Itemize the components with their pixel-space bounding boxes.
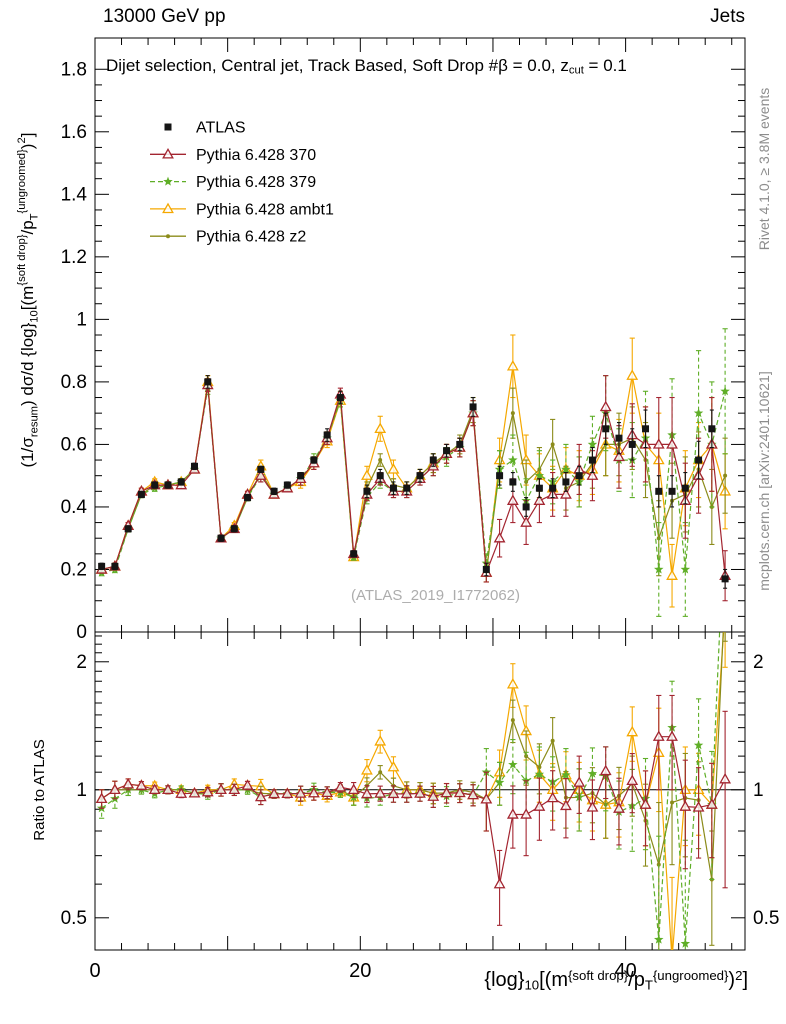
ylabel-sup: {ungroomed} <box>16 149 28 214</box>
ylabel-sub: 10 <box>28 310 41 323</box>
legend-item-1: Pythia 6.428 370 <box>150 147 316 164</box>
ylabel-part: (1/σ <box>18 437 37 468</box>
header-beam-energy: 13000 GeV pp <box>103 6 226 27</box>
ylabel-sup: {soft drop} <box>16 234 28 286</box>
svg-text:0: 0 <box>89 960 100 982</box>
legend-item-4: Pythia 6.428 z2 <box>150 229 306 246</box>
legend: ATLAS Pythia 6.428 370 Pythia 6.428 379 Pyt… <box>150 120 334 246</box>
svg-text:1: 1 <box>753 780 764 801</box>
ylabel-sub: T <box>28 213 41 221</box>
ylabel-part: ) <box>18 143 37 150</box>
ylabel-part: ] <box>18 132 37 138</box>
svg-text:20: 20 <box>349 960 371 982</box>
svg-text:0.6: 0.6 <box>61 434 87 455</box>
axes <box>94 37 746 951</box>
svg-text:1.6: 1.6 <box>61 122 87 143</box>
svg-text:1.2: 1.2 <box>61 247 87 268</box>
xlabel-sub: 10 <box>524 977 540 993</box>
svg-text:Pythia 6.428 370: Pythia 6.428 370 <box>196 147 316 164</box>
xlabel-sup: 2 <box>735 968 743 983</box>
xlabel-part: [(m <box>539 969 569 991</box>
svg-text:Pythia 6.428 ambt1: Pythia 6.428 ambt1 <box>196 201 334 218</box>
ratio-pythia-6-428-370 <box>95 694 732 926</box>
panel-title: Dijet selection, Central jet, Track Base… <box>106 56 627 77</box>
series-pythia-6-428-370 <box>95 375 732 602</box>
legend-item-2: Pythia 6.428 379 <box>150 174 316 191</box>
svg-text:0.4: 0.4 <box>61 497 88 518</box>
xlabel-sup: {ungroomed} <box>652 968 729 983</box>
xlabel-sup: {soft drop} <box>568 968 629 983</box>
svg-text:0.5: 0.5 <box>61 908 87 929</box>
svg-text:1.4: 1.4 <box>61 184 88 205</box>
svg-text:2: 2 <box>753 652 764 673</box>
svg-text:1: 1 <box>76 780 87 801</box>
xlabel-part: ) <box>728 969 736 991</box>
x-axis-label: {log}10[(m{soft drop}/pT{ungroomed})2] <box>295 968 748 992</box>
ratio-pythia-6-428-z2 <box>99 632 728 950</box>
svg-text:1.8: 1.8 <box>61 59 87 80</box>
header-analysis-group: Jets <box>710 6 745 27</box>
svg-text:Pythia 6.428 379: Pythia 6.428 379 <box>196 174 316 191</box>
analysis-id-watermark: (ATLAS_2019_I1772062) <box>350 587 520 604</box>
ratio-y-axis-label: Ratio to ATLAS <box>31 739 48 841</box>
ylabel-sup: 2 <box>16 137 28 144</box>
svg-text:40: 40 <box>614 960 636 982</box>
svg-text:ATLAS: ATLAS <box>196 120 246 137</box>
series-pythia-6-428-z2 <box>99 378 728 583</box>
ylabel-part: ) dσ/d {log} <box>18 322 37 406</box>
xlabel-sub: T <box>644 977 653 993</box>
series-atlas <box>98 375 729 589</box>
ylabel-part: /p <box>18 220 37 235</box>
svg-text:0.8: 0.8 <box>61 372 87 393</box>
xlabel-part: {log} <box>484 969 525 991</box>
ylabel-part: [(m <box>18 285 37 311</box>
ylabel-sub: resum <box>28 405 41 438</box>
svg-text:0: 0 <box>76 622 87 643</box>
rivet-version-note: Rivet 4.1.0, ≥ 3.8M events <box>756 87 772 251</box>
svg-text:0.5: 0.5 <box>753 908 779 929</box>
svg-text:1: 1 <box>76 309 87 330</box>
legend-item-3: Pythia 6.428 ambt1 <box>150 201 334 218</box>
tick-labels: 00.20.40.60.811.21.41.61.80.5 0.51 12 20 20 4… <box>61 59 780 982</box>
panel-title-tail: = 0.1 <box>583 56 627 75</box>
panel-title-subscript: cut <box>568 64 584 77</box>
ratio-panel-series <box>95 632 745 950</box>
y-axis-label: (1/σresum) dσ/d {log}10[(m{soft drop}/pT… <box>12 40 40 560</box>
svg-text:Pythia 6.428 z2: Pythia 6.428 z2 <box>196 229 306 246</box>
mcplots-reference-note: mcplots.cern.ch [arXiv:2401.10621] <box>756 371 772 591</box>
xlabel-part: /p <box>628 969 645 991</box>
legend-item-0: ATLAS <box>164 120 246 137</box>
svg-text:0.2: 0.2 <box>61 559 87 580</box>
svg-text:2: 2 <box>76 652 87 673</box>
panel-title-main: Dijet selection, Central jet, Track Base… <box>106 56 569 75</box>
main-panel-series <box>95 328 732 617</box>
xlabel-part: ] <box>742 969 748 991</box>
